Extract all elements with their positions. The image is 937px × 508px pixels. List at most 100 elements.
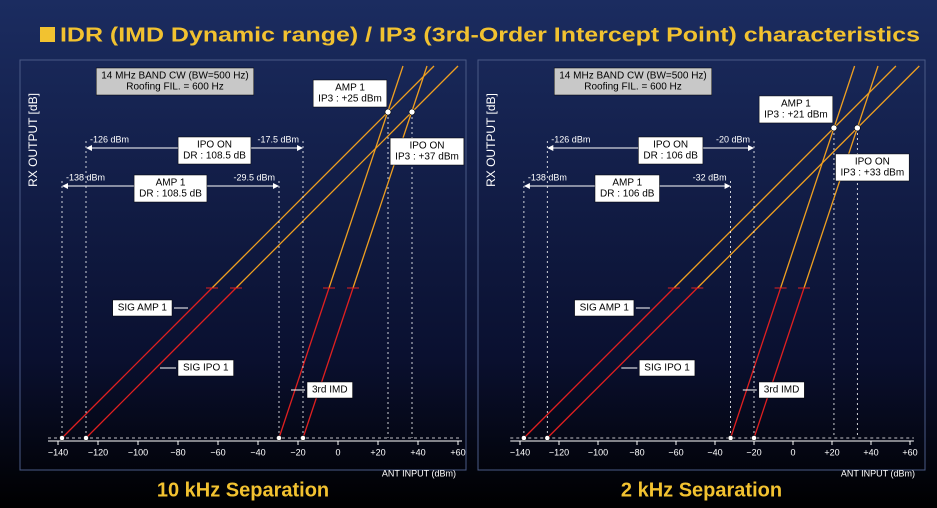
label-text: Roofing FIL. = 600 Hz: [584, 82, 682, 93]
x-tick-label: +20: [370, 447, 385, 457]
y-axis-label: RX OUTPUT [dB]: [26, 93, 40, 187]
chart-title: IDR (IMD Dynamic range) / IP3 (3rd-Order…: [60, 24, 920, 46]
label-text: DR : 108.5 dB: [183, 151, 246, 162]
x-tick-label: +40: [410, 447, 425, 457]
label-box: [638, 136, 704, 165]
label-text: IP3 : +33 dBm: [841, 168, 905, 179]
label-text: DR : 108.5 dB: [139, 189, 202, 200]
x-tick-label: +60: [450, 447, 465, 457]
label-text: DR : 106 dB: [643, 151, 698, 162]
x-tick-label: −120: [549, 447, 569, 457]
start-dot: [521, 435, 527, 441]
signal-line-high: [673, 65, 897, 289]
x-tick-label: +40: [863, 447, 878, 457]
x-tick-label: −60: [210, 447, 225, 457]
panel-frame: [477, 59, 926, 471]
label-box: [574, 299, 635, 317]
y-axis-label: RX OUTPUT [dB]: [484, 93, 498, 187]
imd-line-high: [352, 65, 428, 289]
x-tick-label: −100: [128, 447, 148, 457]
x-tick-label: −120: [88, 447, 108, 457]
label-box: [835, 153, 910, 182]
signal-line-low: [61, 287, 213, 439]
x-tick-label: 0: [335, 447, 340, 457]
signal-line-low: [85, 287, 237, 439]
x-tick-label: −80: [170, 447, 185, 457]
label-text: SIG IPO 1: [644, 363, 690, 374]
x-axis-label: ANT INPUT (dBm): [382, 468, 456, 478]
label-box: [112, 299, 173, 317]
imd-label: -29.5 dBm: [233, 172, 275, 182]
label-text: 3rd IMD: [312, 385, 348, 396]
x-tick-label: −40: [250, 447, 265, 457]
imd-line-low: [302, 287, 354, 439]
imd-line-high: [328, 65, 404, 289]
label-box: [639, 359, 696, 377]
label-text: 14 MHz BAND CW (BW=500 Hz): [559, 71, 707, 82]
label-box: [95, 67, 255, 96]
ip3-dot: [384, 108, 392, 116]
floor-label: -126 dBm: [551, 134, 590, 144]
x-tick-label: −20: [290, 447, 305, 457]
label-box: [133, 174, 208, 203]
label-text: IPO ON: [409, 141, 444, 152]
label-box: [389, 137, 465, 166]
start-dot: [276, 435, 282, 441]
imd-label: -17.5 dBm: [257, 134, 299, 144]
x-axis-label: ANT INPUT (dBm): [841, 468, 915, 478]
label-box: [177, 136, 252, 165]
label-text: 3rd IMD: [764, 385, 800, 396]
floor-label: -138 dBm: [66, 172, 105, 182]
imd-line-low: [729, 287, 782, 439]
label-text: IP3 : +21 dBm: [764, 110, 828, 121]
label-box: [758, 381, 805, 399]
x-tick-label: −140: [48, 447, 68, 457]
signal-line-high: [235, 65, 459, 289]
x-tick-label: −100: [588, 447, 608, 457]
start-dot: [727, 435, 734, 441]
ip3-dot: [830, 124, 838, 132]
signal-line-high: [211, 65, 435, 289]
ip3-dot: [408, 108, 416, 116]
label-text: AMP 1: [156, 178, 186, 189]
label-text: 14 MHz BAND CW (BW=500 Hz): [101, 71, 249, 82]
start-dot: [300, 435, 306, 441]
label-text: SIG IPO 1: [183, 363, 229, 374]
title-square: [40, 27, 55, 42]
label-text: SIG AMP 1: [118, 303, 168, 314]
label-text: IPO ON: [653, 140, 688, 151]
label-text: IP3 : +25 dBm: [318, 94, 382, 105]
label-box: [306, 381, 353, 399]
x-tick-label: +20: [824, 447, 839, 457]
label-box: [312, 79, 388, 108]
start-dot: [59, 435, 65, 441]
panel-frame: [19, 59, 467, 471]
label-box: [758, 95, 834, 124]
imd-line-low: [753, 287, 805, 439]
imd-line-high: [779, 65, 856, 289]
x-tick-label: 0: [790, 447, 795, 457]
x-tick-label: +60: [902, 447, 917, 457]
label-text: DR : 106 dB: [600, 189, 655, 200]
panel-caption: 10 kHz Separation: [157, 479, 329, 501]
start-dot: [544, 435, 551, 441]
label-box: [177, 359, 234, 377]
x-tick-label: −140: [510, 447, 530, 457]
floor-label: -126 dBm: [90, 134, 129, 144]
x-tick-label: −40: [707, 447, 722, 457]
label-text: IPO ON: [855, 157, 890, 168]
label-text: AMP 1: [612, 178, 642, 189]
imd-line-low: [278, 287, 330, 439]
start-dot: [751, 435, 757, 441]
signal-line-low: [523, 287, 675, 439]
ip3-dot: [854, 124, 861, 132]
x-tick-label: −60: [668, 447, 683, 457]
label-text: AMP 1: [781, 99, 811, 110]
label-box: [594, 174, 660, 203]
label-text: IP3 : +37 dBm: [395, 152, 459, 163]
x-tick-label: −20: [746, 447, 761, 457]
panel-caption: 2 kHz Separation: [621, 479, 782, 501]
label-text: IPO ON: [197, 140, 232, 151]
imd-label: -20 dBm: [716, 134, 750, 144]
